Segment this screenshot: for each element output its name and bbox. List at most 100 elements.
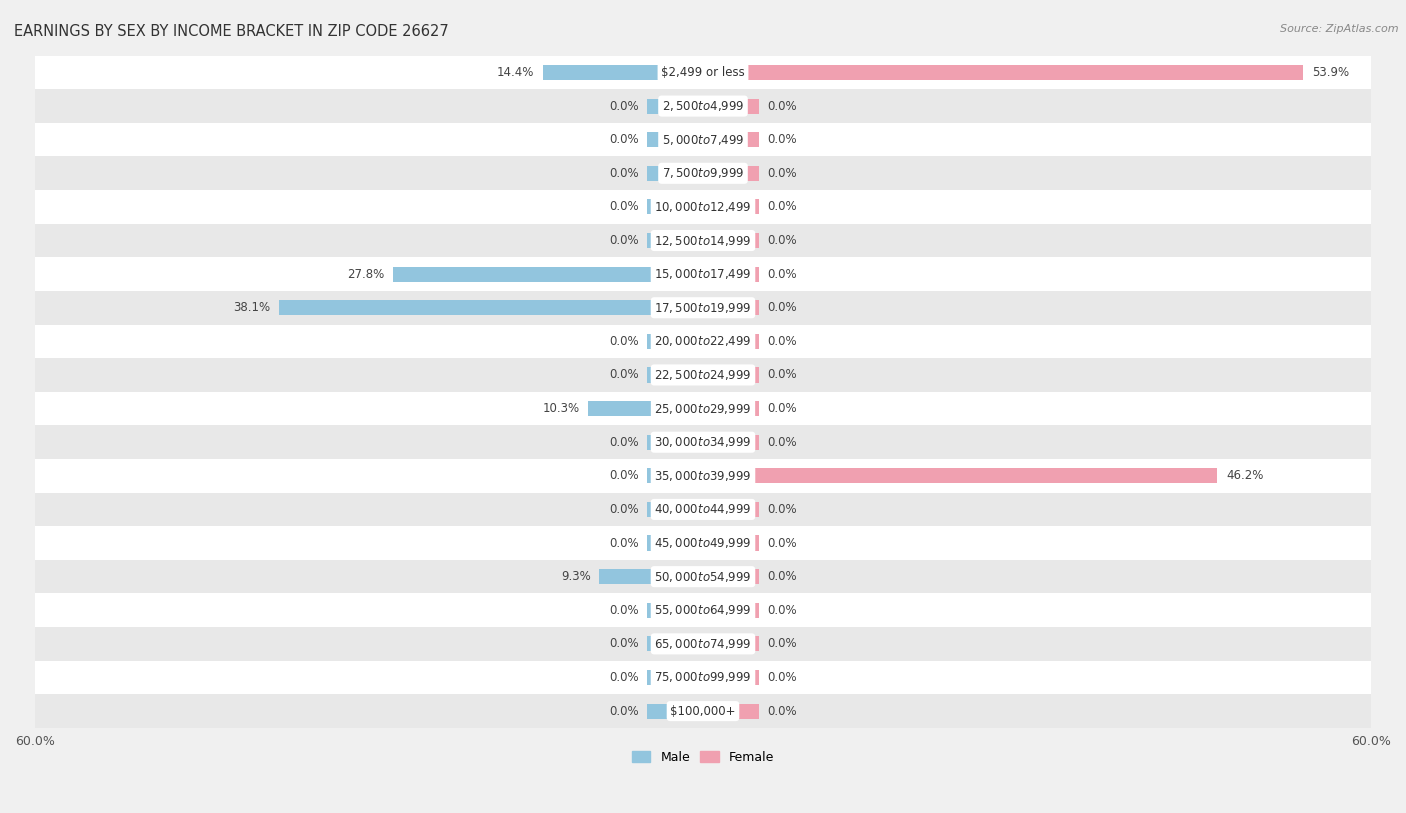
Bar [703,267,759,281]
Text: $15,000 to $17,499: $15,000 to $17,499 [654,267,752,281]
Text: 0.0%: 0.0% [768,402,797,415]
Text: 0.0%: 0.0% [768,503,797,516]
Bar [647,502,703,517]
Text: $45,000 to $49,999: $45,000 to $49,999 [654,536,752,550]
Bar [703,166,759,180]
Text: 46.2%: 46.2% [1226,469,1264,482]
Bar [35,55,1371,89]
Text: $35,000 to $39,999: $35,000 to $39,999 [654,469,752,483]
Text: 0.0%: 0.0% [609,335,638,348]
Text: $2,500 to $4,999: $2,500 to $4,999 [662,99,744,113]
Text: $5,000 to $7,499: $5,000 to $7,499 [662,133,744,146]
Text: 0.0%: 0.0% [768,604,797,617]
Bar [588,401,703,416]
Bar [35,123,1371,156]
Bar [647,637,703,651]
Text: 0.0%: 0.0% [768,570,797,583]
Text: 0.0%: 0.0% [768,234,797,247]
Text: 0.0%: 0.0% [768,368,797,381]
Text: $17,500 to $19,999: $17,500 to $19,999 [654,301,752,315]
Bar [647,233,703,248]
Bar [703,65,1303,80]
Bar [647,670,703,685]
Bar [703,367,759,383]
Text: 0.0%: 0.0% [768,705,797,718]
Bar [35,224,1371,258]
Bar [703,602,759,618]
Bar [703,637,759,651]
Bar [35,258,1371,291]
Bar [703,703,759,719]
Text: Source: ZipAtlas.com: Source: ZipAtlas.com [1281,24,1399,34]
Text: 0.0%: 0.0% [609,436,638,449]
Text: $2,499 or less: $2,499 or less [661,66,745,79]
Bar [647,334,703,349]
Bar [35,190,1371,224]
Bar [703,468,1218,484]
Bar [35,359,1371,392]
Bar [394,267,703,281]
Bar [703,536,759,550]
Text: $75,000 to $99,999: $75,000 to $99,999 [654,671,752,685]
Text: $12,500 to $14,999: $12,500 to $14,999 [654,233,752,247]
Text: $100,000+: $100,000+ [671,705,735,718]
Bar [599,569,703,585]
Bar [703,300,759,315]
Bar [703,334,759,349]
Text: 27.8%: 27.8% [347,267,385,280]
Text: 0.0%: 0.0% [768,637,797,650]
Bar [647,367,703,383]
Bar [647,536,703,550]
Text: 0.0%: 0.0% [768,302,797,315]
Text: 0.0%: 0.0% [609,537,638,550]
Text: $55,000 to $64,999: $55,000 to $64,999 [654,603,752,617]
Text: 0.0%: 0.0% [609,201,638,213]
Bar [647,133,703,147]
Bar [35,425,1371,459]
Bar [35,459,1371,493]
Text: 0.0%: 0.0% [609,368,638,381]
Bar [703,233,759,248]
Bar [703,98,759,114]
Bar [647,435,703,450]
Text: $20,000 to $22,499: $20,000 to $22,499 [654,334,752,348]
Bar [35,324,1371,359]
Text: 0.0%: 0.0% [609,705,638,718]
Bar [35,89,1371,123]
Bar [35,627,1371,661]
Text: $7,500 to $9,999: $7,500 to $9,999 [662,167,744,180]
Bar [35,392,1371,425]
Bar [35,560,1371,593]
Text: 53.9%: 53.9% [1312,66,1350,79]
Text: 0.0%: 0.0% [768,537,797,550]
Text: 0.0%: 0.0% [609,99,638,112]
Bar [35,694,1371,728]
Text: 0.0%: 0.0% [609,671,638,684]
Text: 0.0%: 0.0% [609,167,638,180]
Text: 0.0%: 0.0% [768,671,797,684]
Bar [703,569,759,585]
Text: 0.0%: 0.0% [768,99,797,112]
Text: 0.0%: 0.0% [609,604,638,617]
Bar [647,199,703,215]
Text: $65,000 to $74,999: $65,000 to $74,999 [654,637,752,651]
Text: 38.1%: 38.1% [233,302,270,315]
Text: $50,000 to $54,999: $50,000 to $54,999 [654,570,752,584]
Bar [703,502,759,517]
Text: $40,000 to $44,999: $40,000 to $44,999 [654,502,752,516]
Text: 0.0%: 0.0% [768,133,797,146]
Text: 0.0%: 0.0% [609,469,638,482]
Bar [35,593,1371,627]
Bar [35,661,1371,694]
Bar [703,401,759,416]
Bar [278,300,703,315]
Text: EARNINGS BY SEX BY INCOME BRACKET IN ZIP CODE 26627: EARNINGS BY SEX BY INCOME BRACKET IN ZIP… [14,24,449,39]
Text: 0.0%: 0.0% [768,167,797,180]
Text: 0.0%: 0.0% [609,234,638,247]
Text: 0.0%: 0.0% [609,637,638,650]
Text: 0.0%: 0.0% [609,503,638,516]
Text: 0.0%: 0.0% [768,335,797,348]
Text: 0.0%: 0.0% [768,436,797,449]
Bar [35,493,1371,526]
Bar [703,133,759,147]
